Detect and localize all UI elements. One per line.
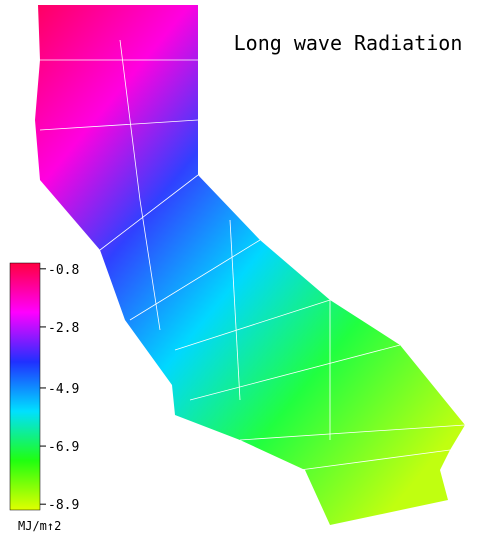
colorbar-tick-label: -8.9 (48, 498, 79, 513)
colorbar-tick-label: -2.8 (48, 321, 79, 336)
california (35, 5, 465, 525)
colorbar-tick-label: -0.8 (48, 263, 79, 278)
colorbar-unit: MJ/m↑2 (18, 519, 61, 533)
map-title: Long wave Radiation (234, 31, 463, 55)
colorbar (9, 262, 41, 511)
colorbar-tick-label: -4.9 (48, 382, 79, 397)
county-lines (38, 39, 466, 471)
colorbar-tick-label: -6.9 (48, 440, 79, 455)
